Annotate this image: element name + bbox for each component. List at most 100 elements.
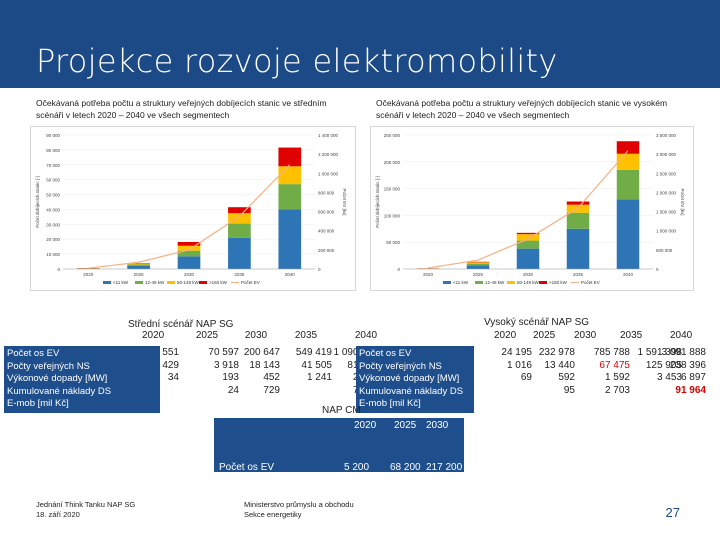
table-cell: 3 453 [656, 372, 682, 384]
bar-segment [516, 248, 540, 269]
y-left-tick: 0 [57, 267, 60, 272]
left-chart-svg: 0 10 000 20 000 30 000 40 000 50 000 60 000 70 … [35, 133, 347, 285]
y-right-label: Počet EV [ks] [680, 188, 685, 215]
left-chart: 0 10 000 20 000 30 000 40 000 50 000 60 000 70 … [30, 126, 356, 291]
x-tick: 2035 [573, 272, 584, 277]
bar-segment [127, 265, 150, 269]
label-power-impact: Výkonové dopady [MW] [7, 373, 108, 385]
y-right-tick: 1 000 000 [318, 171, 339, 176]
year-cell: 2025 [394, 420, 417, 431]
year-cell: 2030 [426, 420, 449, 431]
table-cell: 95 [563, 384, 575, 396]
y-right-tick: 1 200 000 [318, 152, 339, 157]
year-cell: 2025 [533, 330, 556, 341]
y-left-tick: 50 000 [46, 193, 60, 198]
table-cell: 200 647 [243, 347, 280, 358]
bar-segment [616, 153, 640, 170]
label-emob: E-mob [mil Kč] [7, 398, 69, 410]
bar-segment [566, 212, 590, 229]
bar-segment [127, 264, 150, 266]
table-cell: 238 396 [669, 359, 706, 371]
y-left-tick: 90 000 [46, 133, 60, 138]
legend-label: >150 kW [549, 280, 568, 285]
x-tick: 2020 [83, 272, 94, 277]
footer-left: Jednání Think Tanku NAP SG 18. září 2020 [36, 500, 135, 520]
footer-ministry: Ministerstvo průmyslu a obchodu [244, 500, 354, 509]
y-right-tick: 2 000 000 [656, 190, 677, 195]
table-cell: 1 591 398 [637, 347, 683, 358]
x-tick: 2025 [473, 272, 484, 277]
x-tick: 2020 [423, 272, 434, 277]
legend-label: <11 kW [113, 280, 129, 285]
table-cell: 785 788 [593, 347, 630, 358]
year-cell: 2020 [142, 330, 165, 341]
y-right-tick: 1 000 000 [656, 229, 677, 234]
year-cell: 2040 [354, 330, 378, 341]
ev-line [427, 150, 629, 269]
slide-title: Projekce rozvoje elektromobility [36, 42, 558, 80]
table-cell: 592 [558, 372, 575, 384]
table-cell: 13 440 [544, 359, 575, 371]
table-cell: 18 143 [249, 359, 280, 371]
high-table-title: Vysoký scénář NAP SG [484, 317, 590, 328]
table-cell: 729 [263, 384, 280, 396]
label-ev-count: Počet os EV [359, 348, 412, 359]
footer-meeting: Jednání Think Tanku NAP SG [36, 500, 136, 509]
value-cell: 68 200 [390, 462, 421, 473]
bar-segment [177, 241, 201, 246]
ev-line [88, 164, 291, 269]
y-left-tick: 70 000 [46, 163, 60, 168]
table-cell: 125 905 [645, 359, 682, 371]
table-cell: 549 419 [295, 347, 332, 358]
bar-segment [516, 240, 540, 249]
y-right-tick: 0 [656, 267, 659, 272]
value-cell: 217 200 [426, 462, 463, 473]
legend-swatch [167, 281, 175, 284]
y-right-tick: 600 000 [318, 210, 335, 215]
y-left-tick: 10 000 [46, 252, 60, 257]
y-right-tick: 200 000 [318, 248, 335, 253]
legend-swatch [443, 281, 451, 284]
legend-swatch [539, 281, 547, 284]
label-ev-count: Počet os EV [7, 348, 60, 359]
bar-segment [466, 261, 490, 263]
year-cell: 2035 [620, 330, 643, 341]
y-right-tick: 500 000 [656, 248, 673, 253]
footer-section: Sekce energetiky [244, 510, 302, 519]
table-cell: 8 551 [153, 347, 179, 358]
label-public-stations: Počty veřejných NS [7, 360, 90, 372]
legend-label: 50-149 kW [517, 280, 540, 285]
y-right-tick: 3 500 000 [656, 133, 677, 138]
bar-segment [466, 262, 490, 264]
table-cell: 91 964 [675, 384, 706, 396]
legend-swatch [135, 281, 143, 284]
bar-segment [127, 263, 150, 265]
y-left-tick: 150 000 [384, 187, 401, 192]
table-cell: 1 592 [604, 372, 630, 384]
bar-segment [466, 265, 490, 269]
bar-segment [616, 141, 640, 154]
y-left-tick: 20 000 [46, 237, 60, 242]
bar-segment [516, 234, 540, 241]
y-right-label: Počet EV [ks] [342, 188, 347, 215]
nap-cm-box [214, 418, 464, 472]
bar-segment [228, 223, 251, 238]
y-right-tick: 400 000 [318, 229, 335, 234]
y-left-tick: 100 000 [384, 213, 401, 218]
y-left-tick: 60 000 [46, 178, 60, 183]
label-cumulative-costs: Kumulované náklady DS [7, 385, 112, 397]
y-left-tick: 250 000 [384, 133, 401, 138]
y-left-label: Počet dobíjecích stanic [-] [375, 176, 380, 228]
table-cell: 232 978 [538, 347, 575, 358]
bar-segment [228, 207, 251, 214]
bar-segment [616, 169, 640, 200]
bar-segment [177, 256, 201, 269]
left-chart-caption: Očekávaná potřeba počtu a struktury veře… [36, 98, 327, 120]
x-tick: 2025 [134, 272, 145, 277]
bar-segment [566, 201, 590, 205]
bar-segment [466, 263, 490, 266]
left-labels-box: Počet os EV Počty veřejných NS Výkonové … [4, 346, 160, 413]
table-cell: 3 918 [213, 359, 239, 371]
bar-segment [228, 237, 251, 269]
y-left-label: Počet dobíjecích stanic [-] [35, 176, 40, 228]
